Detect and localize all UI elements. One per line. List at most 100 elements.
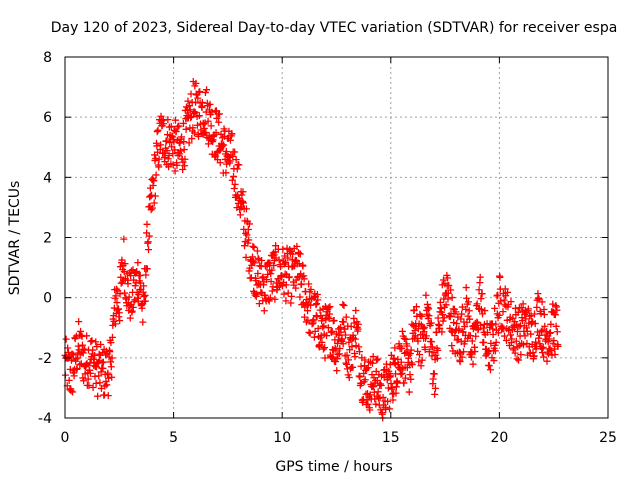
y-tick-label: -2 [38,351,52,367]
data-point [305,328,313,336]
data-point [537,310,545,318]
data-point [339,340,347,348]
data-point [150,177,158,185]
data-point [289,250,297,258]
data-point [412,303,420,311]
data-point [466,315,474,323]
data-point [433,354,441,362]
data-point [319,345,327,353]
data-point [145,232,153,240]
data-point [419,325,427,333]
data-point [148,204,156,212]
data-point [95,350,103,358]
data-point [212,129,220,137]
data-point [205,132,213,140]
data-point [113,285,121,293]
data-point [185,139,193,147]
data-point [270,261,278,269]
data-point [171,167,179,175]
data-point [386,361,394,369]
data-point [348,343,356,351]
data-point [492,320,500,328]
data-point [216,159,224,167]
data-point [179,165,187,173]
data-point [417,362,425,370]
data-point [408,361,416,369]
data-point [70,372,78,380]
data-point [436,324,444,332]
data-point [233,165,241,173]
data-point [160,120,168,128]
data-point [86,369,94,377]
x-tick-label: 0 [61,430,70,446]
x-tick-label: 10 [273,430,291,446]
data-point [514,308,522,316]
data-point [313,300,321,308]
data-point [125,293,133,301]
data-point [108,333,116,341]
data-point [328,354,336,362]
data-point [418,312,426,320]
data-point [474,325,482,333]
data-point [208,136,216,144]
data-point [239,198,247,206]
data-point [458,353,466,361]
data-point [173,161,181,169]
data-point [442,301,450,309]
data-point [231,180,239,188]
data-point [369,353,377,361]
x-tick-label: 25 [599,430,617,446]
data-point [456,349,464,357]
data-point [104,369,112,377]
data-point [391,360,399,368]
data-point [340,302,348,310]
data-point [215,118,223,126]
data-point [339,301,347,309]
data-point [354,320,362,328]
data-point [347,322,355,330]
data-point [250,243,258,251]
data-point [393,379,401,387]
data-point [453,320,461,328]
data-point [310,316,318,324]
data-point [166,139,174,147]
data-point [180,146,188,154]
data-point [142,271,150,279]
data-point [180,138,188,146]
data-point [69,351,77,359]
data-point [115,309,123,317]
data-point [512,337,520,345]
data-point [361,356,369,364]
data-point [272,242,280,250]
data-point [282,297,290,305]
data-point [431,384,439,392]
data-point [184,97,192,105]
data-point [300,275,308,283]
data-point [121,289,129,297]
data-point [163,147,171,155]
data-point [338,335,346,343]
data-point [510,344,518,352]
data-point [320,322,328,330]
data-point [473,318,481,326]
data-point [540,311,548,319]
data-point [202,129,210,137]
data-point [351,335,359,343]
data-point [318,338,326,346]
data-point [176,139,184,147]
data-point [374,355,382,363]
data-point [324,324,332,332]
data-point [299,262,307,270]
data-point [152,154,160,162]
data-point [553,306,561,314]
data-point [384,397,392,405]
data-point [398,344,406,352]
data-point [450,319,458,327]
data-point [319,323,327,331]
data-point [62,335,70,343]
data-point [406,371,414,379]
data-point [195,112,203,120]
data-point [366,406,374,414]
data-point [67,387,75,395]
data-point [306,329,314,337]
